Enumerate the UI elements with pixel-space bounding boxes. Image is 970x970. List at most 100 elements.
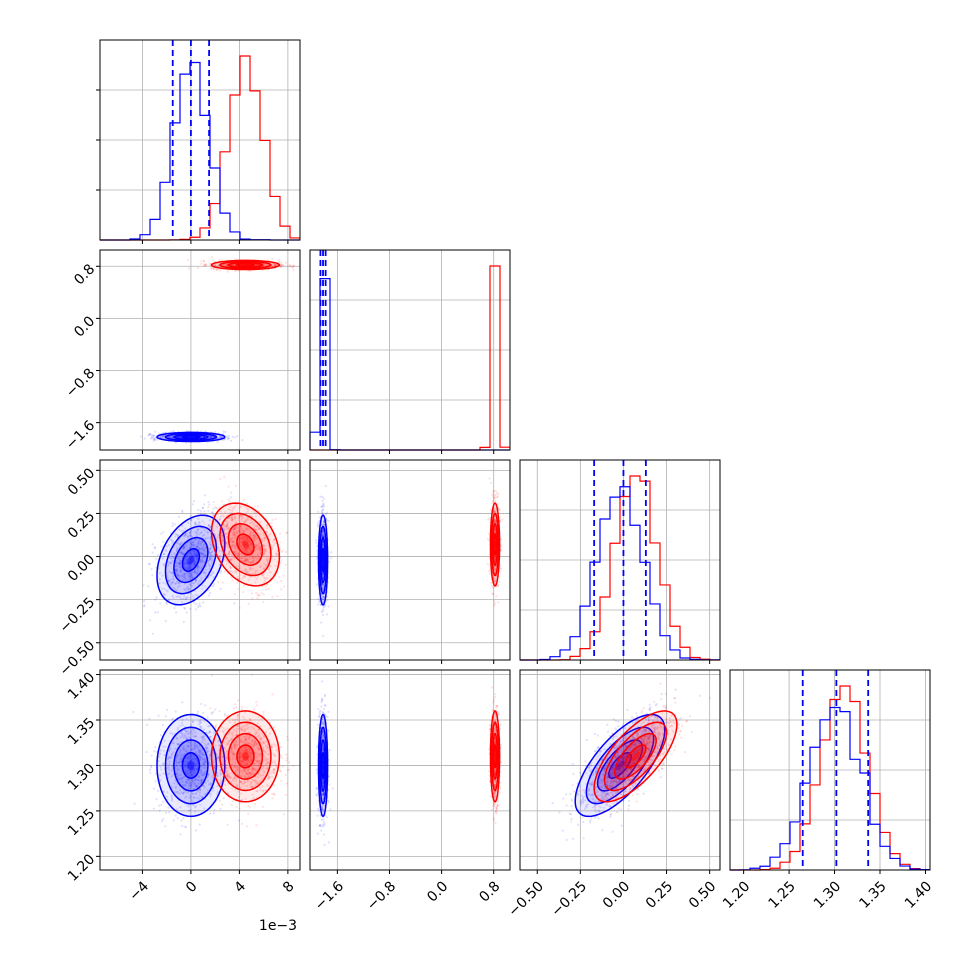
sample-point	[244, 568, 247, 571]
sample-point	[220, 536, 224, 540]
sample-point	[232, 571, 235, 574]
sample-point	[183, 535, 186, 538]
sample-point	[266, 559, 269, 562]
sample-point	[322, 530, 325, 534]
sample-point	[173, 607, 176, 610]
sample-point	[215, 753, 218, 757]
sample-point	[150, 567, 153, 571]
sample-point	[153, 438, 157, 441]
sample-point	[191, 503, 194, 506]
sample-point	[234, 436, 237, 439]
sample-point	[211, 789, 214, 792]
sample-point	[183, 735, 186, 738]
sample-point	[179, 570, 182, 573]
sample-point	[239, 514, 242, 517]
sample-point	[191, 576, 194, 579]
sample-point	[189, 557, 193, 560]
sample-point	[185, 587, 188, 590]
sample-point	[322, 505, 325, 508]
sample-point	[227, 437, 230, 440]
sample-point	[495, 496, 498, 499]
sample-point	[317, 521, 320, 525]
sample-point	[230, 517, 233, 520]
sample-point	[170, 583, 173, 586]
sample-point	[193, 569, 196, 572]
sample-point	[184, 598, 188, 601]
sample-point	[204, 538, 207, 541]
sample-point	[166, 791, 169, 794]
sample-point	[197, 775, 200, 778]
sample-point	[238, 525, 241, 528]
sample-point	[494, 531, 497, 534]
sample-point	[170, 754, 173, 757]
sample-point	[181, 575, 185, 578]
sample-point	[207, 506, 210, 509]
sample-point	[208, 558, 211, 561]
sample-point	[187, 567, 190, 570]
sample-point	[159, 436, 162, 439]
sample-point	[260, 592, 263, 595]
sample-point	[191, 720, 195, 723]
sample-point	[194, 745, 197, 748]
sample-point	[191, 576, 195, 579]
sample-point	[175, 569, 178, 573]
sample-point	[495, 595, 498, 598]
sample-point	[245, 559, 248, 562]
sample-point	[196, 553, 199, 557]
sample-point	[246, 540, 249, 543]
sample-point	[167, 579, 170, 583]
sample-point	[242, 530, 245, 533]
sample-point	[258, 527, 261, 530]
sample-point	[181, 579, 184, 582]
sample-point	[321, 582, 324, 586]
sample-point	[167, 766, 170, 769]
sample-point	[168, 570, 171, 573]
sample-point	[179, 559, 182, 562]
sample-point	[254, 536, 257, 539]
sample-point	[207, 742, 210, 745]
sample-point	[255, 578, 258, 581]
sample-point	[268, 538, 271, 541]
contour-red	[227, 523, 264, 566]
sample-point	[179, 736, 182, 739]
sample-point	[209, 435, 212, 438]
sample-point	[206, 716, 209, 719]
sample-point	[199, 756, 202, 759]
sample-point	[222, 527, 225, 530]
panel-frame	[99, 249, 301, 451]
sample-point	[492, 490, 495, 493]
sample-point	[162, 435, 165, 438]
sample-point	[194, 778, 197, 782]
sample-point	[321, 587, 324, 590]
sample-point	[228, 516, 231, 520]
sample-point	[199, 718, 202, 722]
sample-point	[207, 562, 210, 565]
sample-point	[253, 534, 256, 537]
sample-point	[190, 530, 193, 533]
sample-point	[196, 554, 199, 558]
sample-point	[195, 546, 199, 549]
sample-point	[194, 538, 197, 541]
sample-point	[159, 752, 162, 756]
sample-point	[321, 586, 324, 589]
sample-point	[179, 806, 182, 809]
sample-point	[177, 726, 180, 730]
sample-point	[241, 536, 244, 539]
sample-point	[195, 784, 198, 787]
sample-point	[184, 527, 187, 530]
sample-point	[232, 531, 235, 534]
sample-point	[224, 510, 227, 514]
sample-point	[177, 595, 180, 598]
sample-point	[259, 551, 262, 554]
sample-point	[182, 748, 185, 752]
sample-point	[316, 549, 319, 552]
sample-point	[170, 435, 173, 438]
sample-point	[221, 534, 224, 537]
sample-point	[276, 581, 279, 584]
sample-point	[192, 771, 195, 774]
sample-point	[231, 544, 234, 547]
sample-point	[195, 602, 198, 606]
sample-point	[188, 575, 191, 578]
sample-point	[196, 759, 199, 762]
sample-point	[194, 553, 197, 556]
